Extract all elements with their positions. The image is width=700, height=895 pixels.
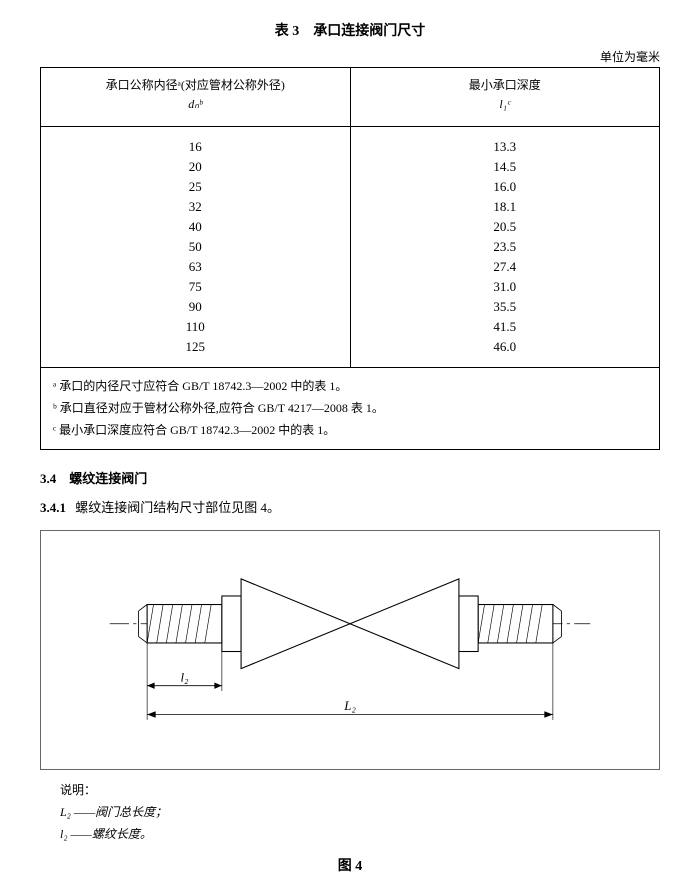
note-b: ᵇ 承口直径对应于管材公称外径,应符合 GB/T 4217—2008 表 1。 <box>53 398 647 420</box>
table-row: 2014.5 <box>41 157 660 177</box>
table-row: 11041.5 <box>41 317 660 337</box>
note-a: ᵃ 承口的内径尺寸应符合 GB/T 18742.3—2002 中的表 1。 <box>53 376 647 398</box>
dimension-table: 承口公称内径ᵃ(对应管材公称外径) dₙᵇ 最小承口深度 l₁ᶜ 1613.32… <box>40 67 660 450</box>
cell-d: 32 <box>41 197 351 217</box>
cell-l: 46.0 <box>350 337 660 368</box>
svg-text:l₂: l₂ <box>180 671 189 685</box>
cell-d: 63 <box>41 257 351 277</box>
table-row: 6327.4 <box>41 257 660 277</box>
table-row: 1613.3 <box>41 127 660 158</box>
cell-d: 110 <box>41 317 351 337</box>
th-right-l1: 最小承口深度 <box>469 78 541 92</box>
cell-l: 18.1 <box>350 197 660 217</box>
table-row: 7531.0 <box>41 277 660 297</box>
cell-l: 41.5 <box>350 317 660 337</box>
cell-l: 16.0 <box>350 177 660 197</box>
table-title: 表 3 承口连接阀门尺寸 <box>40 20 660 40</box>
cell-l: 27.4 <box>350 257 660 277</box>
cell-l: 23.5 <box>350 237 660 257</box>
table-row: 4020.5 <box>41 217 660 237</box>
cell-l: 13.3 <box>350 127 660 158</box>
table-row: 3218.1 <box>41 197 660 217</box>
section-sub-num: 3.4.1 <box>40 500 66 515</box>
legend-l2: l₂ ——螺纹长度。 <box>60 827 152 841</box>
cell-d: 25 <box>41 177 351 197</box>
section-sub-text: 螺纹连接阀门结构尺寸部位见图 4。 <box>75 500 280 515</box>
table-row: 12546.0 <box>41 337 660 368</box>
th-left-l2: dₙᵇ <box>188 97 202 111</box>
figure-4: l₂ L₂ <box>40 530 660 770</box>
svg-text:L₂: L₂ <box>343 699 356 713</box>
legend-L2: L₂ ——阀门总长度； <box>60 805 167 819</box>
table-notes-row: ᵃ 承口的内径尺寸应符合 GB/T 18742.3—2002 中的表 1。 ᵇ … <box>41 368 660 450</box>
cell-d: 50 <box>41 237 351 257</box>
cell-d: 16 <box>41 127 351 158</box>
th-right-l2: l₁ᶜ <box>499 97 510 111</box>
legend: 说明： L₂ ——阀门总长度； l₂ ——螺纹长度。 <box>60 780 660 845</box>
cell-l: 14.5 <box>350 157 660 177</box>
cell-d: 40 <box>41 217 351 237</box>
cell-d: 75 <box>41 277 351 297</box>
section-sub: 3.4.1 螺纹连接阀门结构尺寸部位见图 4。 <box>40 497 660 516</box>
cell-l: 20.5 <box>350 217 660 237</box>
table-row: 5023.5 <box>41 237 660 257</box>
table-unit: 单位为毫米 <box>40 48 660 65</box>
th-right: 最小承口深度 l₁ᶜ <box>350 68 660 127</box>
cell-d: 20 <box>41 157 351 177</box>
cell-d: 125 <box>41 337 351 368</box>
figure-svg: l₂ L₂ <box>51 549 649 741</box>
table-body: 1613.32014.52516.03218.14020.55023.56327… <box>41 127 660 368</box>
section-heading: 3.4 螺纹连接阀门 <box>40 468 660 487</box>
cell-l: 31.0 <box>350 277 660 297</box>
figure-caption: 图 4 <box>40 855 660 875</box>
cell-d: 90 <box>41 297 351 317</box>
th-left-l1: 承口公称内径ᵃ(对应管材公称外径) <box>106 78 285 92</box>
table-row: 9035.5 <box>41 297 660 317</box>
legend-title: 说明： <box>60 780 660 802</box>
table-row: 2516.0 <box>41 177 660 197</box>
cell-l: 35.5 <box>350 297 660 317</box>
note-c: ᶜ 最小承口深度应符合 GB/T 18742.3—2002 中的表 1。 <box>53 420 647 442</box>
th-left: 承口公称内径ᵃ(对应管材公称外径) dₙᵇ <box>41 68 351 127</box>
